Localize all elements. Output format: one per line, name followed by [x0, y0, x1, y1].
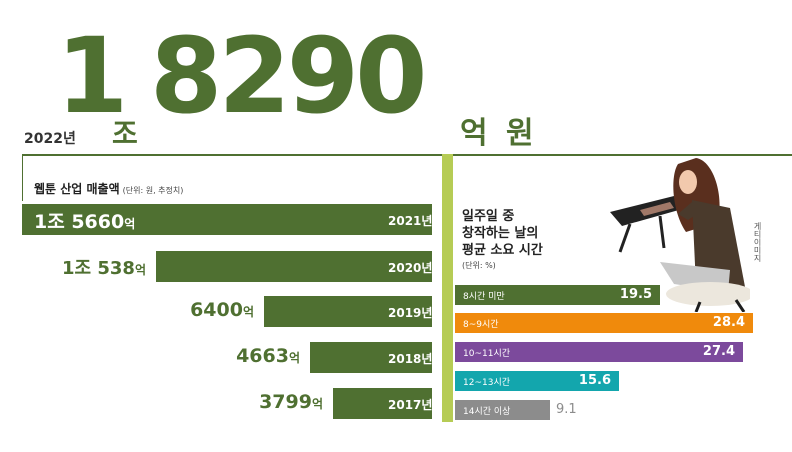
revenue-bar-value-label: 1조 5660억: [34, 211, 136, 233]
hours-chart-unit: (단위: %): [462, 261, 496, 270]
hours-bar: [455, 342, 743, 362]
hours-bar-value-label: 9.1: [556, 402, 577, 417]
revenue-bar: [22, 204, 432, 235]
hours-chart-title-line2: 창작하는 날의: [462, 226, 539, 241]
revenue-bar-year-label: 2018년: [388, 352, 433, 366]
revenue-bar-value-label: 4663억: [236, 345, 300, 367]
hours-bar-category-label: 14시간 이상: [463, 407, 511, 417]
revenue-bar: [156, 251, 432, 282]
revenue-chart-title: 웹툰 산업 매출액 (단위: 원, 추정치): [34, 180, 183, 197]
revenue-chart-title-text: 웹툰 산업 매출액: [34, 182, 120, 196]
revenue-bar-value-label: 1조 538억: [62, 258, 146, 279]
hours-chart-title-line1: 일주일 중: [462, 209, 515, 224]
headline-year: 2022년: [24, 131, 76, 147]
chair: [666, 282, 750, 306]
headline-number-eok: 8290: [150, 15, 427, 137]
left-rule: [22, 156, 23, 201]
headline-unit-jo: 조: [112, 117, 138, 150]
revenue-bar-value-label: 3799억: [259, 391, 323, 413]
hours-bar-category-label: 10~11시간: [463, 349, 511, 359]
revenue-bar: [264, 296, 432, 327]
hours-bar: [455, 285, 660, 305]
artist-illustration: [610, 158, 750, 312]
hours-bar-category-label: 8~9시간: [463, 320, 499, 330]
hours-chart-title: 일주일 중 창작하는 날의 평균 소요 시간: [462, 208, 543, 259]
revenue-bar-year-label: 2021년: [388, 214, 433, 228]
hours-chart-title-line3: 평균 소요 시간: [462, 243, 543, 258]
photo-credit: 게티이미지: [753, 222, 762, 262]
hours-bar-value-label: 28.4: [712, 315, 745, 330]
hours-bar: [455, 400, 550, 420]
revenue-bar: [333, 388, 432, 419]
center-divider: [442, 154, 453, 422]
hours-bar: [455, 371, 619, 391]
hours-bar: [455, 313, 753, 333]
hours-bar-value-label: 19.5: [619, 287, 652, 302]
headline-number-jo: 1: [56, 15, 128, 137]
headline-unit-won: 원: [506, 116, 534, 151]
revenue-bar-value-label: 6400억: [190, 299, 254, 321]
hours-bar-category-label: 8시간 미만: [463, 292, 505, 302]
revenue-bar-year-label: 2019년: [388, 306, 433, 320]
revenue-bar: [310, 342, 432, 373]
hours-bar-value-label: 27.4: [702, 344, 735, 359]
hours-bar-value-label: 15.6: [578, 373, 611, 388]
headline-unit-eok: 억: [460, 116, 488, 151]
revenue-bar-year-label: 2020년: [388, 261, 433, 275]
revenue-chart-unit: (단위: 원, 추정치): [122, 186, 184, 195]
top-rule: [22, 154, 792, 156]
hours-bar-category-label: 12~13시간: [463, 378, 511, 388]
revenue-bar-year-label: 2017년: [388, 398, 433, 412]
